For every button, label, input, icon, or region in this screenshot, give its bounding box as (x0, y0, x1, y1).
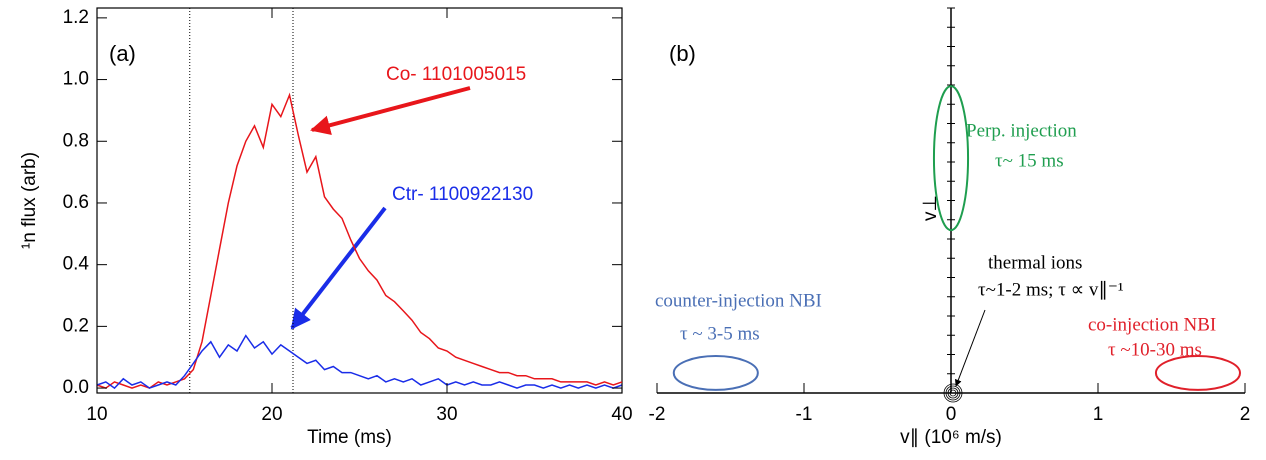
y-axis-label: v⊥ (920, 195, 941, 221)
panel-label: (a) (109, 41, 136, 66)
x-tick-label: 0 (946, 404, 957, 425)
region-label: Perp. injection (966, 120, 1077, 141)
arrow (290, 206, 387, 330)
x-tick-label: -2 (649, 404, 666, 425)
y-tick-label: 1.0 (63, 69, 89, 90)
panel-label: (b) (669, 41, 696, 66)
series-label: Co- 1101005015 (386, 64, 526, 85)
y-axis-label: ¹n flux (arb) (19, 152, 40, 249)
annotation: τ~1-2 ms; τ ∝ v∥⁻¹ (978, 279, 1124, 300)
x-tick-label: 30 (436, 404, 457, 425)
x-tick-label: 20 (261, 404, 282, 425)
region-tau: τ~ 15 ms (995, 150, 1064, 171)
x-tick-label: 2 (1240, 404, 1251, 425)
series-label: Ctr- 1100922130 (392, 184, 533, 205)
y-tick-label: 1.2 (63, 7, 89, 28)
y-tick-label: 0.2 (63, 315, 89, 336)
region-label: co-injection NBI (1088, 314, 1216, 335)
y-tick-label: 0.0 (63, 377, 89, 398)
region-label: counter-injection NBI (655, 290, 822, 311)
y-tick-label: 0.6 (63, 192, 89, 213)
arrow (310, 86, 471, 136)
x-axis-label: Time (ms) (307, 427, 392, 448)
data-line (96, 92, 623, 389)
region-tau: τ ~10-30 ms (1108, 339, 1202, 360)
x-tick-label: -1 (796, 404, 813, 425)
y-tick-label: 0.4 (63, 254, 90, 275)
x-tick-label: 40 (611, 404, 632, 425)
y-tick-label: 0.8 (63, 130, 89, 151)
annotation: thermal ions (988, 252, 1082, 273)
arrow (954, 309, 986, 387)
region (932, 85, 970, 232)
plot-frame (96, 7, 623, 394)
x-tick-label: 10 (86, 404, 107, 425)
region (1154, 355, 1242, 391)
x-tick-label: 1 (1093, 404, 1104, 425)
region-tau: τ ~ 3-5 ms (680, 323, 760, 344)
x-axis-label: v∥ (10⁶ m/s) (900, 427, 1002, 448)
region (672, 355, 759, 391)
data-line (96, 334, 623, 390)
